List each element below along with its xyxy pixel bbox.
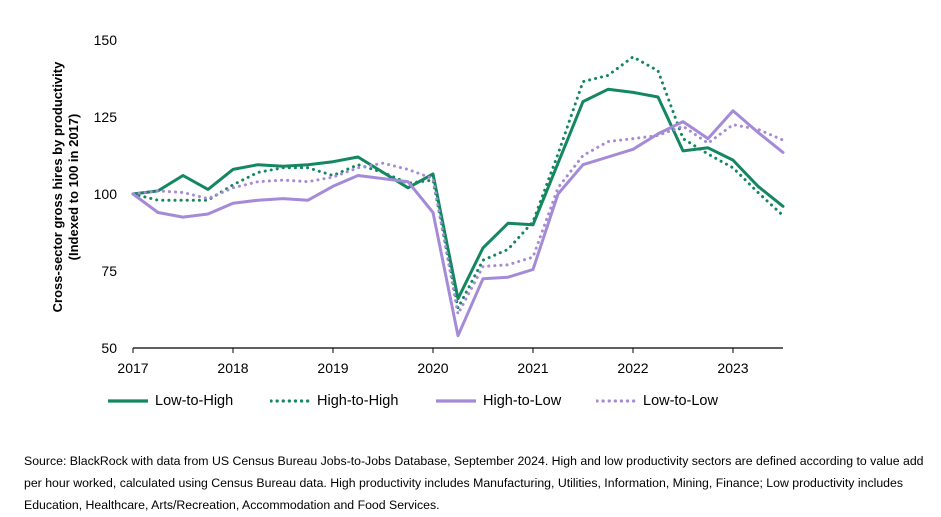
legend-item-high-to-high: High-to-High bbox=[270, 390, 398, 412]
x-tick-label: 2017 bbox=[117, 360, 148, 376]
y-tick-label: 75 bbox=[101, 263, 117, 279]
source-note: Source: BlackRock with data from US Cens… bbox=[24, 454, 924, 512]
legend-swatch-high-to-high bbox=[270, 399, 310, 403]
y-axis-label-line-1: Cross-sector gross hires by productivity bbox=[50, 61, 65, 312]
series-line-low-to-low bbox=[131, 123, 785, 316]
legend: Low-to-High High-to-High High-to-Low Low… bbox=[108, 390, 808, 412]
chart: 50 75 100 125 150 2017 2018 2019 2020 2021 2022 202… bbox=[50, 32, 785, 376]
y-tick-label: 50 bbox=[101, 340, 117, 356]
series-line-high-to-high bbox=[131, 55, 785, 310]
y-tick-label: 100 bbox=[94, 186, 118, 202]
legend-swatch-high-to-low bbox=[436, 399, 476, 403]
legend-label-high-to-low: High-to-Low bbox=[483, 393, 562, 409]
legend-label-low-to-high: Low-to-High bbox=[155, 393, 234, 409]
legend-swatch-low-to-high bbox=[108, 399, 148, 403]
legend-item-low-to-low: Low-to-Low bbox=[596, 390, 718, 412]
x-tick-label: 2020 bbox=[417, 360, 448, 376]
legend-label-low-to-low: Low-to-Low bbox=[643, 393, 718, 409]
y-tick-label: 150 bbox=[94, 32, 118, 48]
legend-item-low-to-high: Low-to-High bbox=[108, 390, 233, 412]
legend-label-high-to-high: High-to-High bbox=[317, 393, 399, 409]
x-tick-label: 2022 bbox=[617, 360, 648, 376]
axes: 50 75 100 125 150 2017 2018 2019 2020 2021 2022 202… bbox=[94, 32, 783, 376]
x-tick-label: 2018 bbox=[217, 360, 248, 376]
legend-item-high-to-low: High-to-Low bbox=[436, 390, 561, 412]
y-tick-label: 125 bbox=[94, 109, 118, 125]
x-tick-label: 2019 bbox=[317, 360, 348, 376]
x-tick-label: 2021 bbox=[517, 360, 548, 376]
series-line-low-to-high bbox=[131, 87, 785, 301]
y-axis-label-line-2: (Indexed to 100 in 2017) bbox=[66, 114, 81, 261]
legend-swatch-low-to-low bbox=[596, 399, 636, 403]
series-line-high-to-low bbox=[131, 109, 785, 338]
x-tick-label: 2023 bbox=[717, 360, 748, 376]
series-lines bbox=[131, 55, 785, 338]
